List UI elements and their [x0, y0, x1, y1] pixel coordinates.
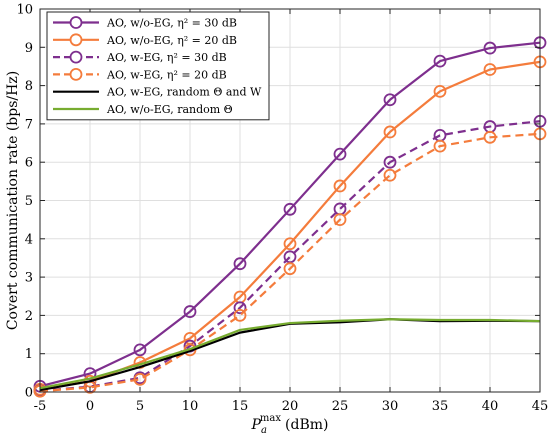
x-tick-label: 25 — [332, 399, 349, 414]
data-point — [283, 237, 297, 251]
series-line — [39, 120, 541, 392]
y-tick-label: 10 — [16, 3, 33, 18]
legend-marker-swatch — [69, 50, 83, 64]
y-tick-label: 0 — [25, 386, 33, 401]
y-tick-label: 8 — [25, 79, 33, 94]
legend-marker-swatch — [69, 33, 83, 47]
series-line — [39, 132, 541, 393]
x-axis-label-sup: max — [260, 413, 281, 424]
data-point — [183, 305, 197, 318]
series-6 — [39, 318, 541, 390]
legend-label: AO, w/o-EG, η² = 20 dB — [106, 34, 237, 47]
legend-box — [46, 11, 270, 121]
y-tick-label: 4 — [25, 232, 33, 247]
legend: AO, w/o-EG, η² = 30 dB AO, w/o-EG, η² = 2… — [46, 11, 270, 121]
data-point — [383, 93, 397, 107]
data-point — [333, 147, 347, 161]
y-tick-label: 6 — [25, 156, 33, 171]
legend-entry: AO, w-EG, η² = 30 dB — [53, 50, 227, 64]
series-line — [39, 41, 541, 388]
x-tick-label: 5 — [136, 399, 144, 414]
y-tick-label: 9 — [25, 41, 33, 56]
data-point — [483, 63, 497, 76]
data-point — [383, 168, 397, 182]
data-point — [233, 308, 247, 322]
data-point — [133, 343, 147, 357]
y-tick-label: 7 — [25, 117, 33, 132]
legend-entry: AO, w-EG, random Θ and W — [53, 86, 262, 99]
y-tick-label: 1 — [25, 347, 33, 362]
data-point — [233, 301, 247, 315]
y-tick-label: 3 — [25, 271, 33, 286]
x-axis-label-unit: (dBm) — [285, 417, 328, 433]
x-tick-label: 15 — [232, 399, 249, 414]
x-tick-label: 10 — [182, 399, 199, 414]
x-axis-label: Pamax (dBm) — [251, 413, 329, 436]
x-tick-label: 30 — [382, 399, 399, 414]
legend-entry: AO, w-EG, η² = 20 dB — [53, 68, 227, 81]
legend-label: AO, w-EG, η² = 20 dB — [106, 68, 227, 81]
data-point — [433, 84, 447, 98]
series-line — [39, 318, 541, 390]
series-layer — [33, 36, 547, 398]
y-tick-label: 2 — [25, 309, 33, 324]
data-point — [233, 257, 247, 271]
data-point — [433, 139, 447, 153]
x-tick-label: 40 — [482, 399, 499, 414]
x-tick-label: 0 — [86, 399, 94, 414]
y-tick-label: 5 — [25, 194, 33, 209]
x-tick-label: 45 — [532, 399, 549, 414]
x-axis-label-sub: a — [261, 425, 267, 436]
data-point — [483, 130, 497, 144]
legend-label: AO, w/o-EG, random Θ — [106, 103, 233, 116]
data-point — [333, 179, 347, 193]
data-point — [283, 202, 297, 216]
legend-label: AO, w-EG, random Θ and W — [106, 86, 262, 99]
data-point — [333, 213, 347, 227]
legend-marker-swatch — [69, 68, 83, 81]
legend-marker-swatch — [69, 16, 83, 29]
legend-entry: AO, w/o-EG, random Θ — [53, 103, 233, 116]
data-point — [383, 125, 397, 139]
x-tick-label: 20 — [282, 399, 299, 414]
x-tick-label: 35 — [432, 399, 449, 414]
data-point — [433, 54, 447, 68]
y-axis-label: Covert communication rate (bps/Hz) — [5, 71, 21, 330]
legend-label: AO, w-EG, η² = 30 dB — [106, 51, 227, 64]
data-point — [483, 41, 497, 55]
data-point — [133, 372, 147, 386]
series-1 — [33, 36, 547, 393]
legend-label: AO, w/o-EG, η² = 30 dB — [106, 17, 237, 30]
x-axis-label-base: P — [251, 417, 262, 433]
x-tick-label: -5 — [34, 399, 47, 414]
data-point — [383, 155, 397, 169]
data-point — [283, 262, 297, 276]
legend-entry: AO, w/o-EG, η² = 30 dB — [53, 16, 237, 30]
legend-entry: AO, w/o-EG, η² = 20 dB — [53, 33, 237, 47]
